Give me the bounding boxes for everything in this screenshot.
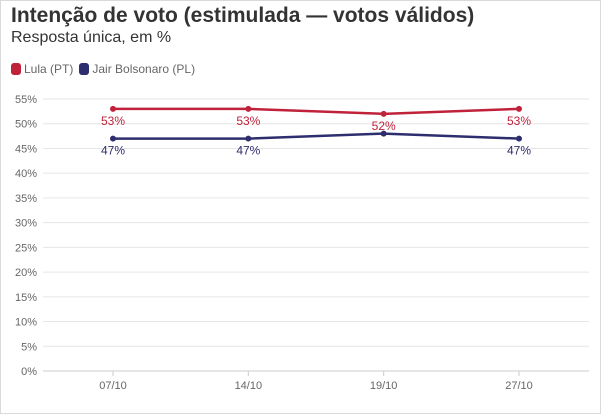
- y-tick-label: 50%: [15, 119, 37, 131]
- y-tick-label: 10%: [15, 317, 37, 329]
- label-layer: 53% 53% 52% 53% 47% 47% 47%: [101, 114, 531, 158]
- series-layer: [110, 105, 522, 142]
- data-label: 53%: [236, 114, 260, 128]
- y-tick-label: 25%: [15, 242, 37, 254]
- series-line: [113, 107, 520, 116]
- chart-legend: Lula (PT) Jair Bolsonaro (PL): [11, 62, 201, 76]
- data-label: 47%: [101, 144, 125, 158]
- y-tick-label: 15%: [15, 292, 37, 304]
- data-label: 53%: [507, 114, 531, 128]
- grid-layer: [43, 98, 589, 372]
- y-tick-label: 40%: [15, 168, 37, 180]
- data-label: 52%: [372, 119, 396, 133]
- legend-label-lula: Lula (PT): [24, 62, 74, 76]
- chart-title: Intenção de voto (estimulada — votos vál…: [11, 4, 475, 27]
- y-tick-label: 20%: [15, 267, 37, 279]
- legend-swatch-lula: [11, 63, 21, 75]
- data-point: [245, 105, 252, 112]
- chart-subtitle: Resposta única, em %: [11, 29, 172, 46]
- data-label: 47%: [236, 144, 260, 158]
- legend-item-bolsonaro[interactable]: Jair Bolsonaro (PL): [79, 62, 195, 76]
- series-line: [113, 132, 520, 140]
- data-label: 53%: [101, 114, 125, 128]
- x-tick-label: 07/10: [99, 380, 127, 392]
- y-tick-label: 55%: [15, 94, 37, 106]
- y-tick-label: 30%: [15, 218, 37, 230]
- y-tick-label: 0%: [21, 366, 37, 378]
- data-point: [380, 110, 387, 117]
- legend-label-bolsonaro: Jair Bolsonaro (PL): [92, 62, 196, 76]
- data-point: [110, 105, 116, 112]
- y-tick-label: 45%: [15, 143, 37, 155]
- data-label: 47%: [507, 144, 531, 158]
- legend-item-lula[interactable]: Lula (PT): [11, 62, 73, 76]
- data-point: [516, 135, 522, 142]
- data-point: [110, 135, 116, 142]
- y-tick-label: 5%: [21, 341, 37, 353]
- y-tick-label: 35%: [15, 193, 37, 205]
- data-point: [245, 135, 252, 142]
- x-tick-label: 27/10: [505, 380, 533, 392]
- legend-swatch-bolsonaro: [79, 63, 90, 75]
- axis-layer: 0% 5% 10% 15% 20% 25% 30% 35% 40% 45% 50% 55% 07/10 1…: [15, 94, 533, 392]
- x-tick-label: 19/10: [370, 380, 398, 392]
- data-point: [380, 130, 387, 137]
- x-tick-label: 14/10: [235, 380, 263, 392]
- data-point: [516, 105, 522, 112]
